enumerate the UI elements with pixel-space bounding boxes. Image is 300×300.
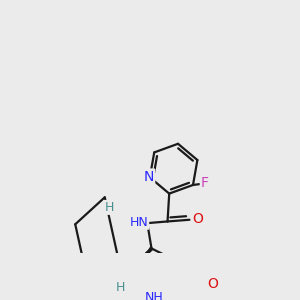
Text: O: O <box>207 277 218 291</box>
Text: NH: NH <box>145 291 164 300</box>
Text: HN: HN <box>130 216 148 229</box>
Text: N: N <box>144 169 154 184</box>
Text: F: F <box>201 176 209 190</box>
Text: H: H <box>116 281 125 294</box>
Text: O: O <box>193 212 203 226</box>
Text: H: H <box>104 201 114 214</box>
Polygon shape <box>145 248 153 257</box>
